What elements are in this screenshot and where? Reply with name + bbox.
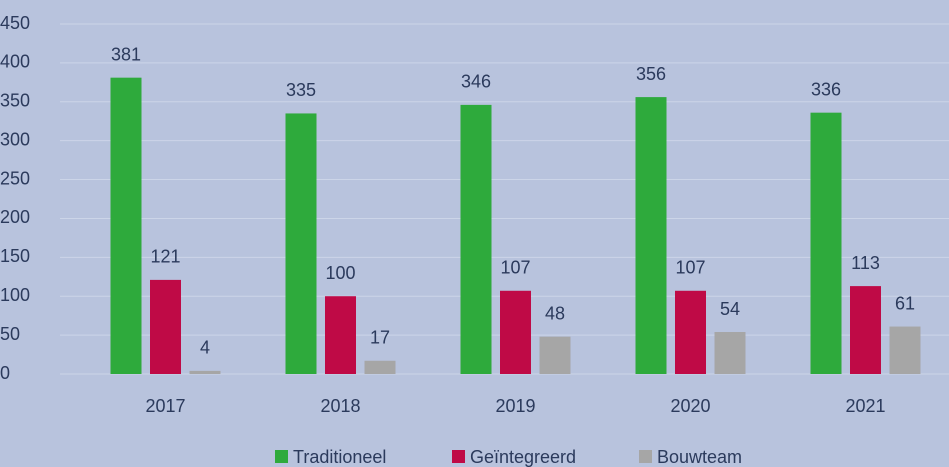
y-tick-label: 450 [0, 13, 30, 33]
y-tick-label: 300 [0, 129, 30, 149]
value-label: 54 [720, 299, 740, 319]
bar [189, 370, 221, 374]
legend-label: Bouwteam [657, 447, 742, 467]
bar [635, 97, 667, 374]
bar [500, 290, 531, 374]
value-label: 48 [545, 303, 565, 323]
y-tick-label: 200 [0, 207, 30, 227]
x-tick-label: 2021 [845, 396, 885, 416]
bar [460, 104, 492, 374]
bar [150, 279, 181, 374]
value-label: 356 [636, 64, 666, 84]
value-label: 121 [150, 247, 180, 267]
bar [810, 112, 842, 375]
y-tick-label: 350 [0, 91, 30, 111]
bar [539, 336, 571, 374]
bar [714, 332, 746, 374]
value-label: 381 [111, 44, 141, 64]
value-label: 61 [895, 293, 915, 313]
value-label: 346 [461, 72, 491, 92]
bar [850, 286, 881, 374]
legend-swatch [639, 450, 652, 463]
value-label: 4 [200, 338, 210, 358]
bar [889, 326, 921, 374]
bar [364, 360, 396, 374]
x-tick-label: 2019 [495, 396, 535, 416]
y-tick-label: 0 [0, 363, 10, 383]
value-label: 100 [325, 263, 355, 283]
value-label: 336 [811, 79, 841, 99]
x-tick-label: 2017 [145, 396, 185, 416]
value-label: 107 [500, 258, 530, 278]
bar [675, 290, 706, 374]
bar [325, 296, 356, 374]
legend-swatch [452, 450, 465, 463]
bar [110, 77, 142, 375]
y-tick-label: 400 [0, 52, 30, 72]
y-tick-label: 50 [0, 324, 20, 344]
value-label: 113 [851, 253, 880, 273]
legend-label: Traditioneel [293, 447, 386, 467]
bar [285, 113, 317, 374]
legend-label: Geïntegreerd [470, 447, 576, 467]
value-label: 17 [370, 328, 390, 348]
value-label: 107 [675, 258, 705, 278]
x-tick-label: 2020 [670, 396, 710, 416]
y-tick-label: 150 [0, 246, 30, 266]
y-tick-label: 250 [0, 168, 30, 188]
value-label: 335 [286, 80, 316, 100]
legend-swatch [275, 450, 288, 463]
x-tick-label: 2018 [320, 396, 360, 416]
y-tick-label: 100 [0, 285, 30, 305]
